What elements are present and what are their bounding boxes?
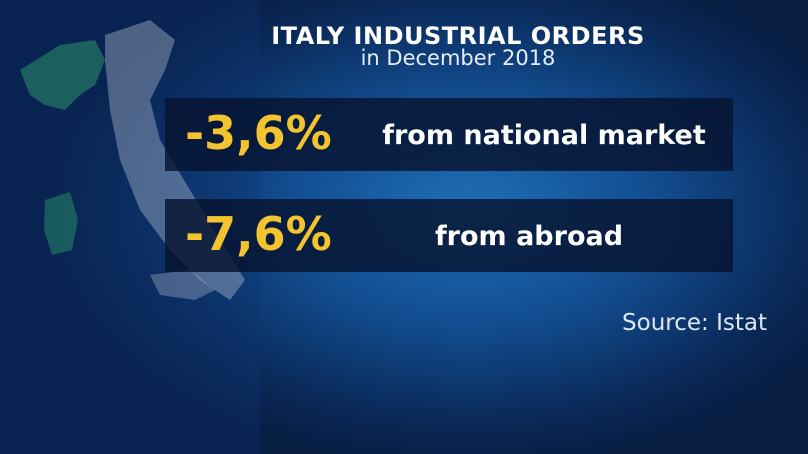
stat-label: from abroad	[434, 221, 624, 252]
stat-label: from national market	[382, 120, 706, 151]
source: Source: Istat	[622, 310, 767, 336]
stat-row: -7,6% from abroad	[165, 199, 733, 272]
stat-row: -3,6% from national market	[165, 98, 733, 171]
stat-value: -3,6%	[185, 106, 332, 160]
title: ITALY INDUSTRIAL ORDERS	[271, 22, 645, 50]
subtitle: in December 2018	[360, 46, 556, 70]
stat-value: -7,6%	[185, 207, 332, 261]
